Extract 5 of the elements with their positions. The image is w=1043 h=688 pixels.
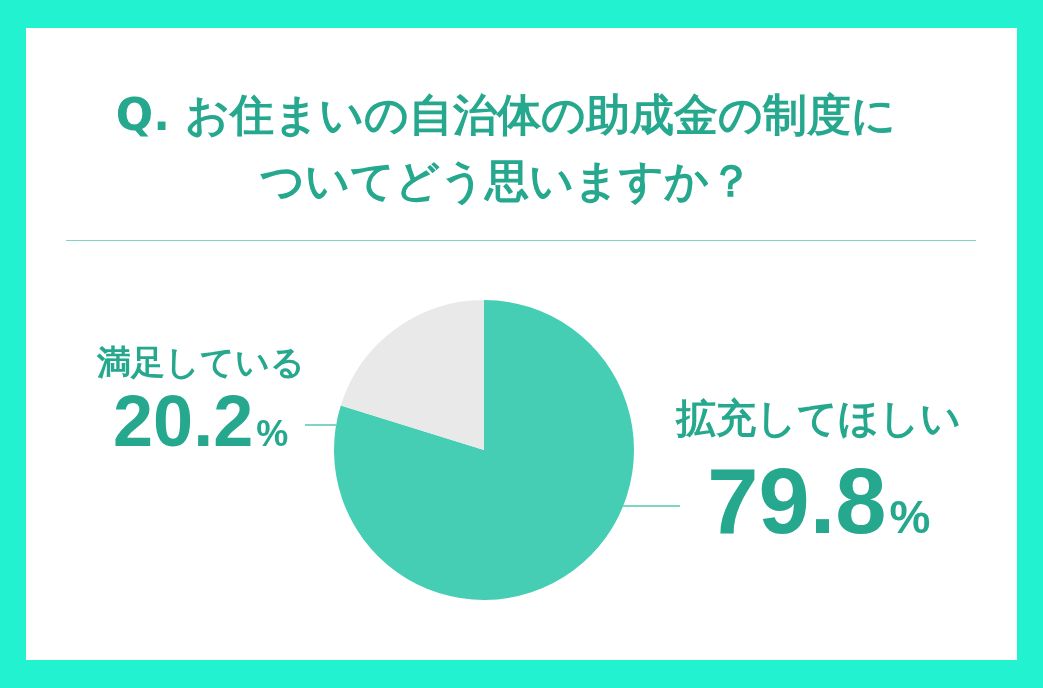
slice-label: 満足している: [95, 342, 305, 383]
slice-label: 拡充してほしい: [675, 395, 962, 442]
data-label: 20.2%: [113, 381, 289, 462]
chart-title: Q. お住まいの自治体の助成金の制度についてどう思いますか？: [114, 88, 898, 208]
data-label: 79.8%: [707, 450, 931, 553]
